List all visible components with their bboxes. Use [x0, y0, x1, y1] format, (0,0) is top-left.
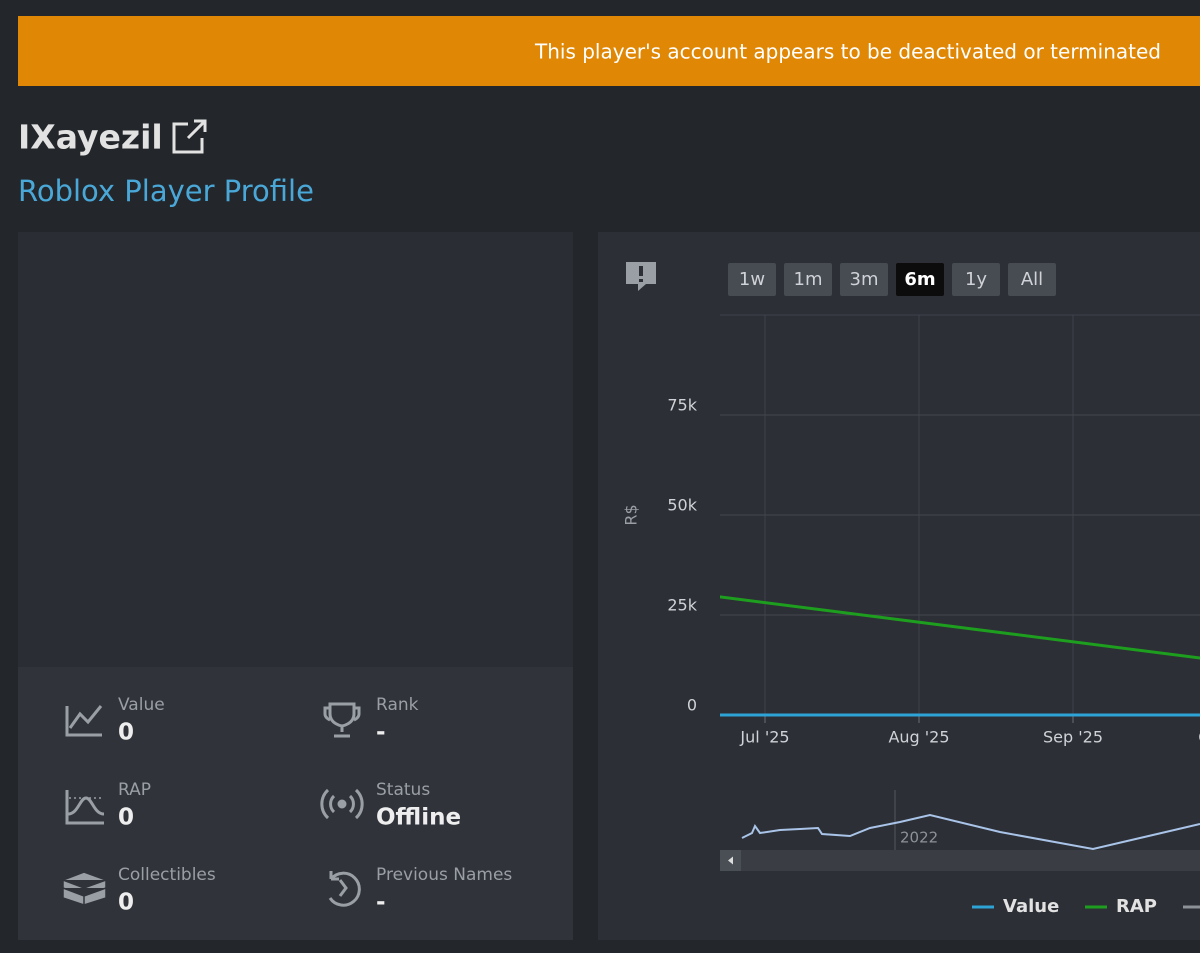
range-button[interactable]: [840, 263, 888, 296]
navigator: [720, 790, 1200, 850]
legend-label[interactable]: RAP: [1116, 896, 1157, 917]
range-button[interactable]: [952, 263, 1000, 296]
stat-label: Previous Names: [376, 865, 512, 885]
y-tick-label: 50k: [667, 496, 697, 515]
stats-panel: [18, 667, 573, 940]
range-button-label: 1m: [794, 269, 823, 290]
external-link-icon[interactable]: [172, 119, 207, 154]
range-button[interactable]: [896, 263, 944, 296]
stat-value: -: [376, 890, 386, 916]
y-axis-label: R$: [622, 504, 641, 525]
subtitle: Roblox Player Profile: [18, 174, 314, 208]
y-tick-label: 75k: [667, 396, 697, 415]
y-tick-label: 25k: [667, 596, 697, 615]
stats: Value 0 Rank - RAP 0 Status Offline Collectibles…: [118, 695, 512, 916]
stat-icons: [65, 702, 364, 907]
range-button-label: 6m: [904, 269, 935, 290]
scroll-left-arrow: [728, 856, 733, 865]
x-tick-label: Aug '25: [888, 728, 949, 747]
range-button-label: 3m: [850, 269, 879, 290]
stat-value: -: [376, 720, 386, 746]
stat-value: Offline: [376, 805, 461, 831]
feedback-icon-dot: [639, 279, 643, 282]
navigator-line: [741, 813, 1200, 851]
scrollbar[interactable]: [720, 850, 1200, 871]
series-line: [720, 595, 1200, 660]
x-tick-label: Sep '25: [1043, 728, 1103, 747]
banner: [18, 16, 1200, 86]
collectibles-icon: [62, 871, 107, 906]
stat-value: 0: [118, 720, 134, 746]
player-name: IXayezil: [18, 118, 163, 157]
range-button-label: 1w: [739, 269, 765, 290]
x-tick-label: Oct '25: [1198, 728, 1200, 747]
stat-label: RAP: [118, 780, 151, 800]
stat-label: Collectibles: [118, 865, 216, 885]
range-button-label: 1y: [965, 269, 987, 290]
stat-label: Status: [376, 780, 430, 800]
banner-text: This player's account appears to be deac…: [534, 40, 1161, 64]
stat-label: Rank: [376, 695, 419, 715]
chart: 1w 1m 3m 6m 1y All 0 25k 50k 75k Jul '25 Aug '25 Sep…: [667, 263, 1200, 917]
range-button[interactable]: [784, 263, 832, 296]
range-button[interactable]: [728, 263, 776, 296]
range-button-label: All: [1021, 269, 1043, 290]
stat-label: Value: [118, 695, 165, 715]
legend-label[interactable]: Value: [1003, 896, 1059, 917]
x-tick-label: Jul '25: [739, 728, 789, 747]
navigator-label: 2022: [900, 829, 938, 847]
stat-value: 0: [118, 890, 134, 916]
feedback-icon-mark: [639, 266, 643, 276]
feedback-icon[interactable]: [626, 262, 656, 291]
y-tick-label: 0: [687, 696, 697, 715]
range-button[interactable]: [1008, 263, 1056, 296]
avatar-area: [18, 232, 573, 667]
stat-value: 0: [118, 805, 134, 831]
